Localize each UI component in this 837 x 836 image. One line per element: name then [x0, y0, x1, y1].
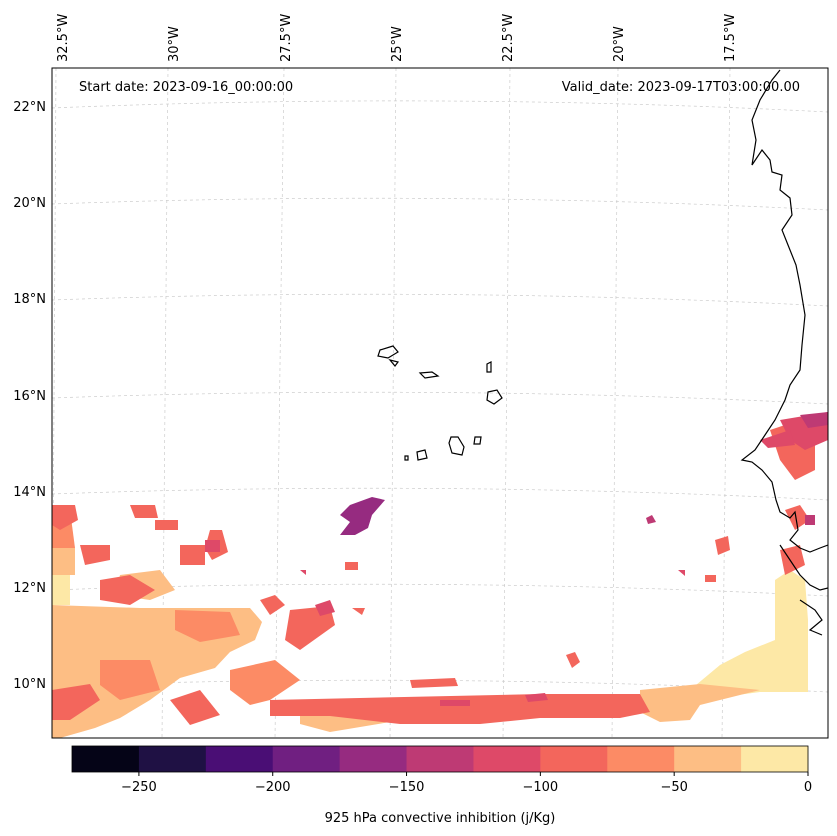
brava-island	[404, 455, 409, 461]
valid-date-label: Valid_date: 2023-09-17T03:00:00.00	[562, 80, 800, 95]
boa-vista-island	[486, 389, 503, 405]
cin-fill	[52, 412, 828, 738]
sao-vicente-island	[388, 358, 400, 367]
colorbar-segment	[540, 746, 608, 772]
fogo-island	[416, 449, 428, 461]
lon-label-20w: 20°W	[612, 26, 627, 62]
colorbar-segment	[72, 746, 140, 772]
colorbar-tick-label: −150	[389, 780, 425, 795]
lat-label-16n: 16°N	[13, 389, 46, 404]
colorbar-segment	[741, 746, 809, 772]
colorbar-ticks: −250 −200 −150 −100 −50 0	[121, 772, 812, 795]
lon-label-25w: 25°W	[390, 26, 405, 62]
coastlines	[377, 69, 828, 636]
colorbar-segment	[473, 746, 541, 772]
colorbar-segment	[138, 746, 207, 772]
lat-label-14n: 14°N	[13, 485, 46, 500]
senegal-coastline	[740, 69, 828, 636]
colorbar-label: 925 hPa convective inhibition (j/Kg)	[325, 811, 556, 826]
longitude-labels: 32.5°W 30°W 27.5°W 25°W 22.5°W 20°W 17.5…	[56, 14, 738, 62]
sao-nicolau-island	[418, 371, 440, 379]
colorbar	[71, 745, 809, 773]
colorbar-segment	[406, 746, 474, 772]
lon-label-22-5w: 22.5°W	[501, 14, 516, 62]
colorbar-tick-label: −100	[523, 780, 559, 795]
maio-island	[473, 436, 482, 445]
start-date-label: Start date: 2023-09-16_00:00:00	[79, 80, 293, 95]
colorbar-segment	[272, 746, 341, 772]
map-frame	[51, 67, 829, 739]
colorbar-segment	[205, 746, 274, 772]
lon-label-30w: 30°W	[167, 26, 182, 62]
sal-island	[486, 361, 492, 373]
lon-label-17-5w: 17.5°W	[723, 14, 738, 62]
santo-antao-island	[377, 345, 399, 359]
lat-label-18n: 18°N	[13, 292, 46, 307]
latitude-labels: 22°N 20°N 18°N 16°N 14°N 12°N 10°N	[13, 100, 46, 692]
colorbar-tick-label: 0	[804, 780, 812, 795]
colorbar-tick-label: −250	[121, 780, 157, 795]
lon-label-27-5w: 27.5°W	[279, 14, 294, 62]
colorbar-segment	[339, 746, 408, 772]
lat-label-22n: 22°N	[13, 100, 46, 115]
lat-label-10n: 10°N	[13, 677, 46, 692]
colorbar-frame	[71, 745, 809, 773]
colorbar-tick-label: −50	[660, 780, 687, 795]
colorbar-segment	[674, 746, 742, 772]
lon-label-32-5w: 32.5°W	[56, 14, 71, 62]
lat-label-20n: 20°N	[13, 196, 46, 211]
colorbar-tick-label: −200	[255, 780, 291, 795]
lat-label-12n: 12°N	[13, 581, 46, 596]
colorbar-segment	[607, 746, 675, 772]
santiago-island	[448, 436, 465, 456]
